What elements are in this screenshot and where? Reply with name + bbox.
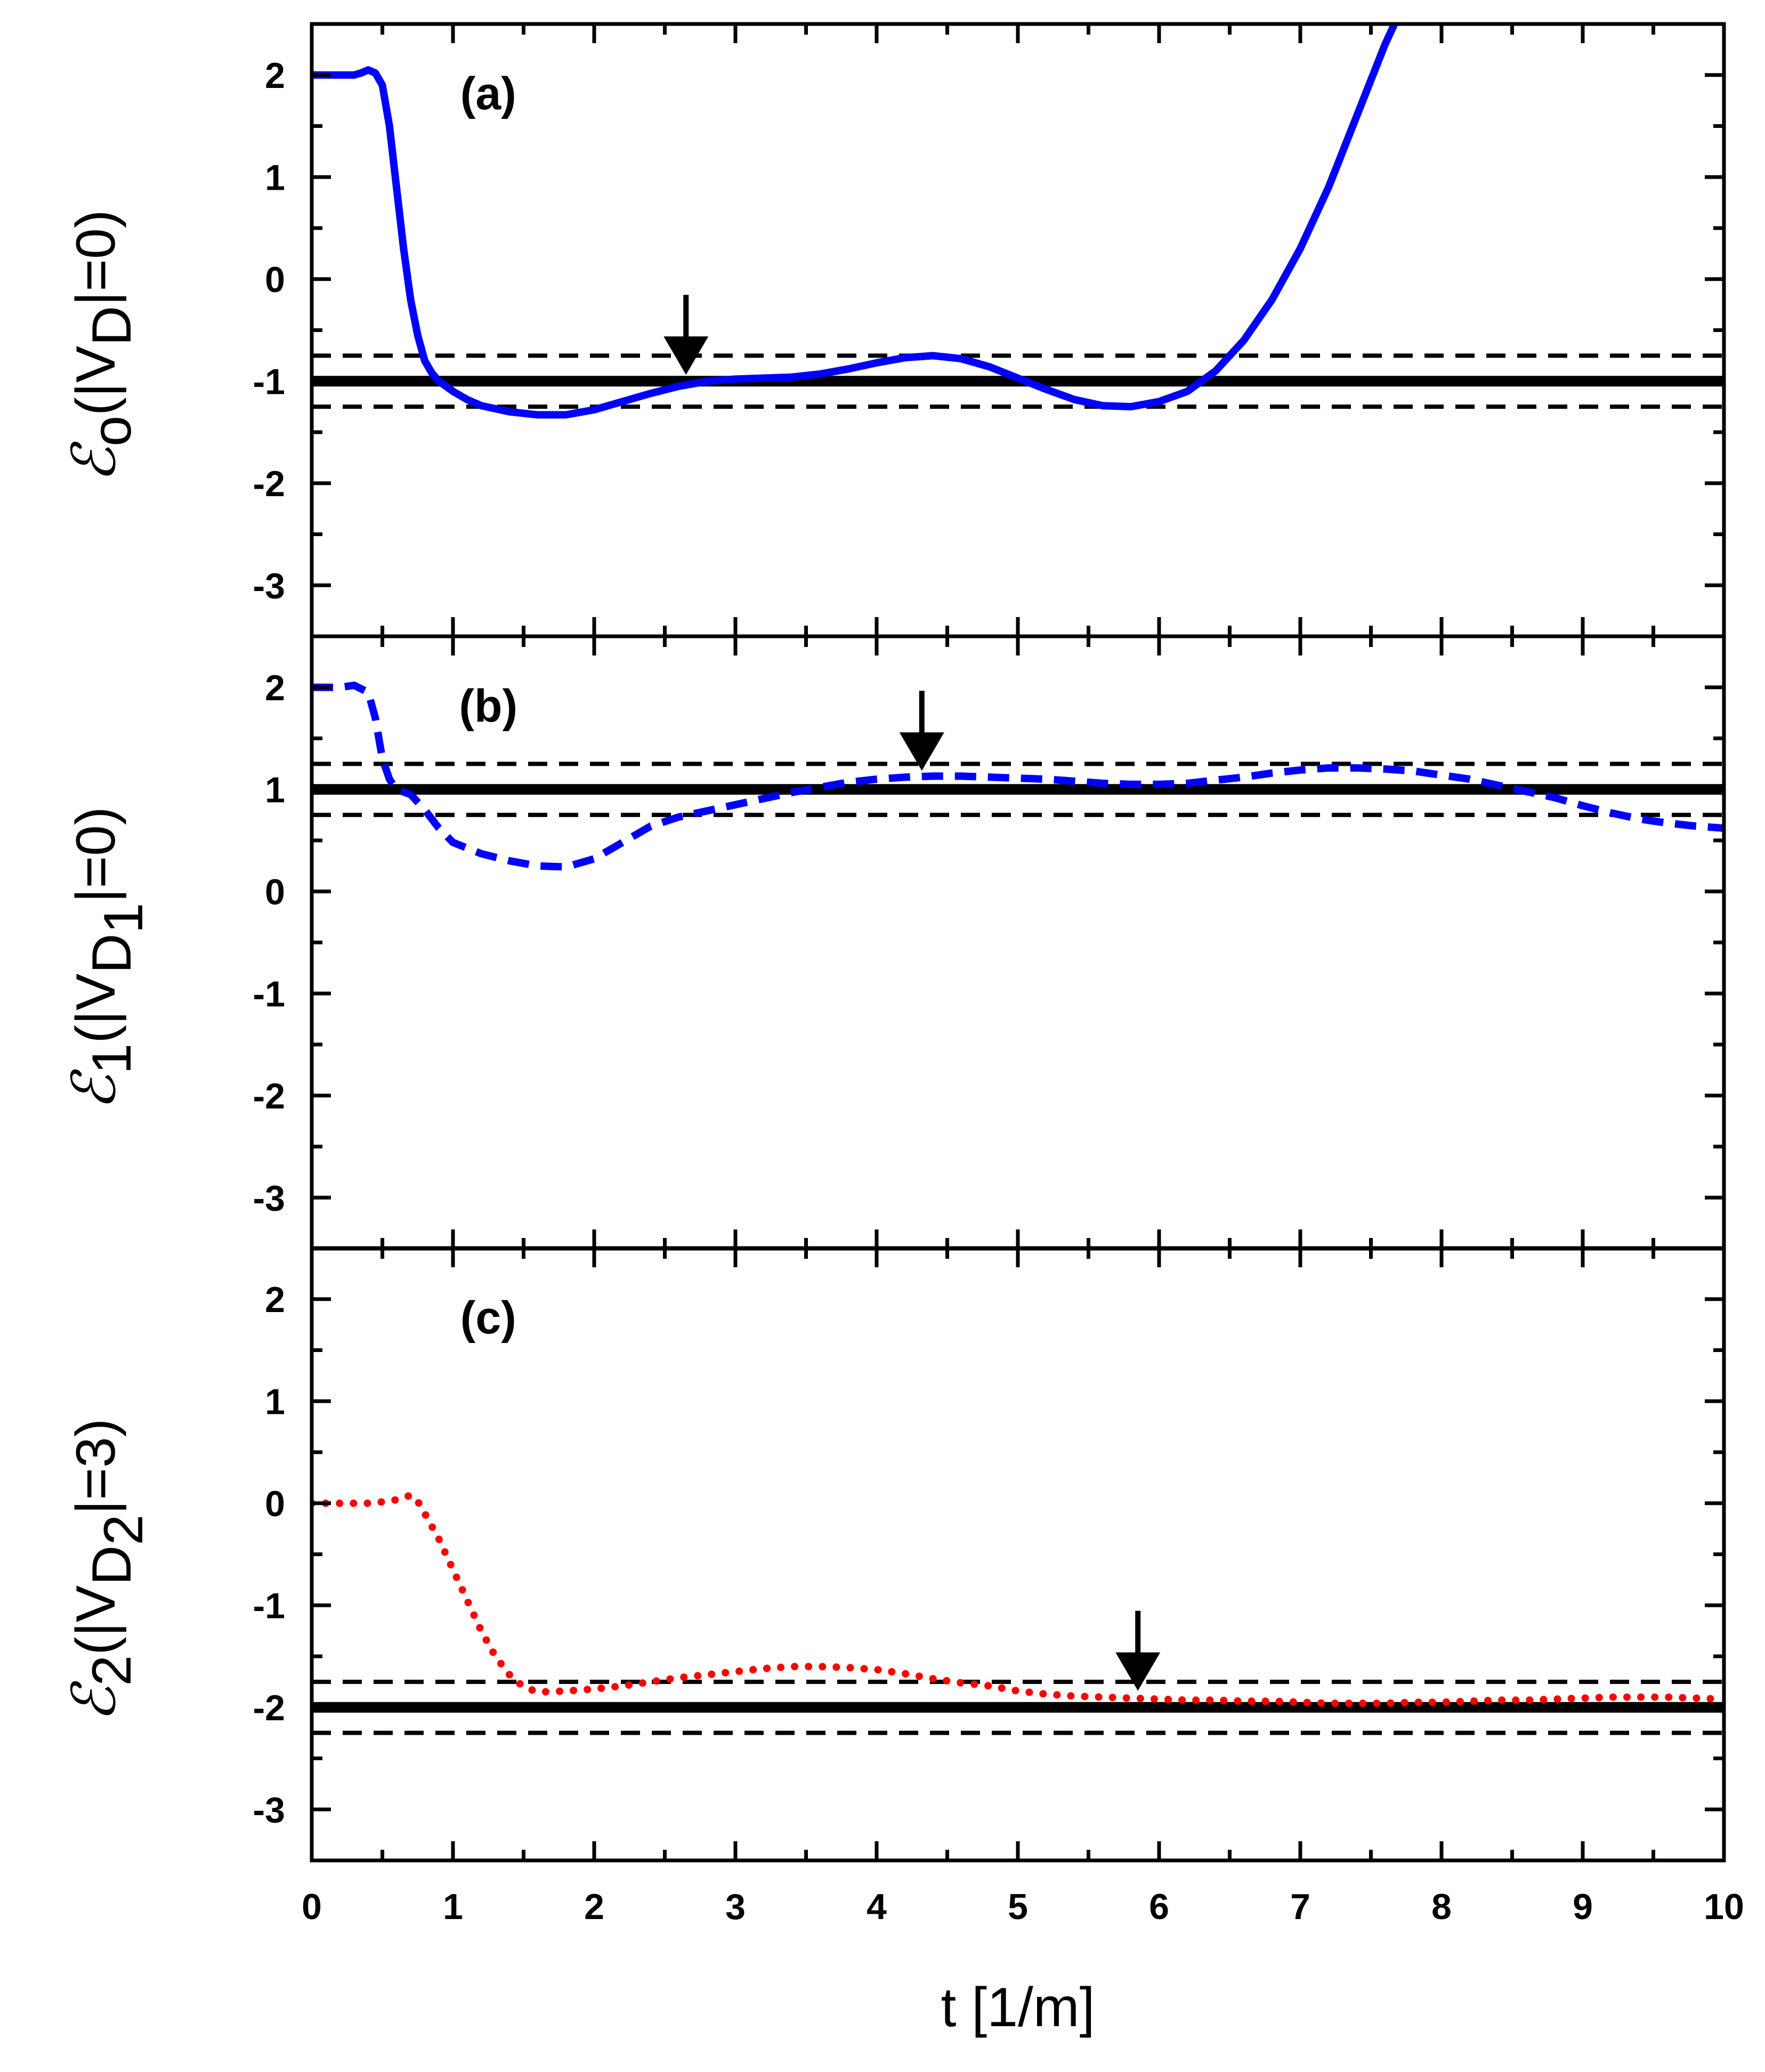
y-label-open: (|V — [65, 1585, 127, 1655]
x-axis-title: t [1/m] — [941, 1977, 1095, 2038]
y-tick-label: 0 — [265, 1484, 285, 1524]
y-tick-label: 2 — [265, 668, 285, 708]
panel-label: (b) — [459, 681, 517, 732]
y-tick-label: 1 — [265, 770, 285, 810]
y-tick-label: -2 — [253, 1688, 285, 1728]
arrow-head — [899, 732, 944, 771]
y-tick-label: 1 — [265, 157, 285, 198]
y-label-sub2-sub: 2 — [93, 1515, 155, 1545]
panels: 210-1-2-3(a)ℰo(|VD|=0)210-1-2-3(b)ℰ1(|VD… — [60, 22, 1744, 1927]
y-tick-label: -2 — [253, 464, 285, 504]
y-axis-label: ℰ1(|VD1|=0) — [60, 807, 155, 1111]
y-label-open: (|V — [65, 346, 127, 416]
y-label-sub2: D — [81, 1545, 143, 1585]
y-label-close: |=3) — [65, 1419, 127, 1515]
y-tick-label: -3 — [253, 565, 285, 606]
y-tick-label: 0 — [265, 260, 285, 300]
y-tick-label: 1 — [265, 1381, 285, 1422]
y-label-symbol: ℰ — [60, 1069, 129, 1110]
y-label-sub: 1 — [81, 1043, 143, 1074]
x-tick-label: 8 — [1431, 1887, 1452, 1927]
y-label-sub: o — [81, 416, 143, 447]
x-tick-label: 6 — [1149, 1887, 1169, 1927]
y-tick-label: -1 — [253, 1585, 285, 1626]
y-label-sub2: D — [81, 306, 143, 346]
series-line-E2 — [312, 1491, 1724, 1707]
y-axis-label: ℰ2(|VD2|=3) — [60, 1419, 155, 1722]
panel-c: 210-1-2-3(c)ℰ2(|VD2|=3) — [60, 1246, 1726, 1863]
x-tick-label: 3 — [725, 1887, 746, 1927]
y-tick-label: 2 — [265, 1280, 285, 1320]
x-tick-label: 9 — [1573, 1887, 1593, 1927]
y-tick-label: 2 — [265, 55, 285, 96]
y-tick-label: -3 — [253, 1790, 285, 1830]
x-tick-label: 10 — [1704, 1887, 1744, 1927]
y-label-close: |=0) — [65, 807, 127, 903]
y-label-open: (|V — [65, 974, 127, 1043]
y-tick-label: -1 — [253, 361, 285, 402]
y-label-symbol: ℰ — [60, 1680, 129, 1722]
x-tick-label: 4 — [867, 1887, 887, 1927]
panel-b: 210-1-2-3(b)ℰ1(|VD1|=0) — [60, 634, 1726, 1251]
x-tick-label: 2 — [584, 1887, 604, 1927]
y-label-close: |=0) — [65, 209, 127, 305]
x-tick-label: 1 — [443, 1887, 463, 1927]
y-label-sub2-sub: 1 — [93, 903, 155, 934]
x-tick-label: 7 — [1290, 1887, 1310, 1927]
y-tick-label: 0 — [265, 872, 285, 912]
x-tick-label: 0 — [302, 1887, 322, 1927]
panel-a: 2 1 0 -1 -2 -3 (a) ℰo(|VD|=0) — [60, 22, 1726, 638]
panel-label: (a) — [460, 68, 516, 119]
y-tick-label: -1 — [253, 974, 285, 1014]
y-axis-label: ℰo(|VD|=0) — [60, 209, 143, 482]
y-tick-label: -3 — [253, 1178, 285, 1218]
panel-label: (c) — [460, 1292, 516, 1343]
y-label-sub2: D — [81, 934, 143, 974]
x-tick-label: 5 — [1008, 1887, 1028, 1927]
series-line-E0 — [312, 24, 1399, 419]
series-line-E1 — [312, 681, 1724, 871]
arrow-head — [663, 336, 709, 375]
y-label-symbol: ℰ — [60, 441, 129, 483]
arrow-head — [1115, 1652, 1161, 1691]
y-label-sub: 2 — [81, 1655, 143, 1686]
y-tick-label: -2 — [253, 1076, 285, 1116]
